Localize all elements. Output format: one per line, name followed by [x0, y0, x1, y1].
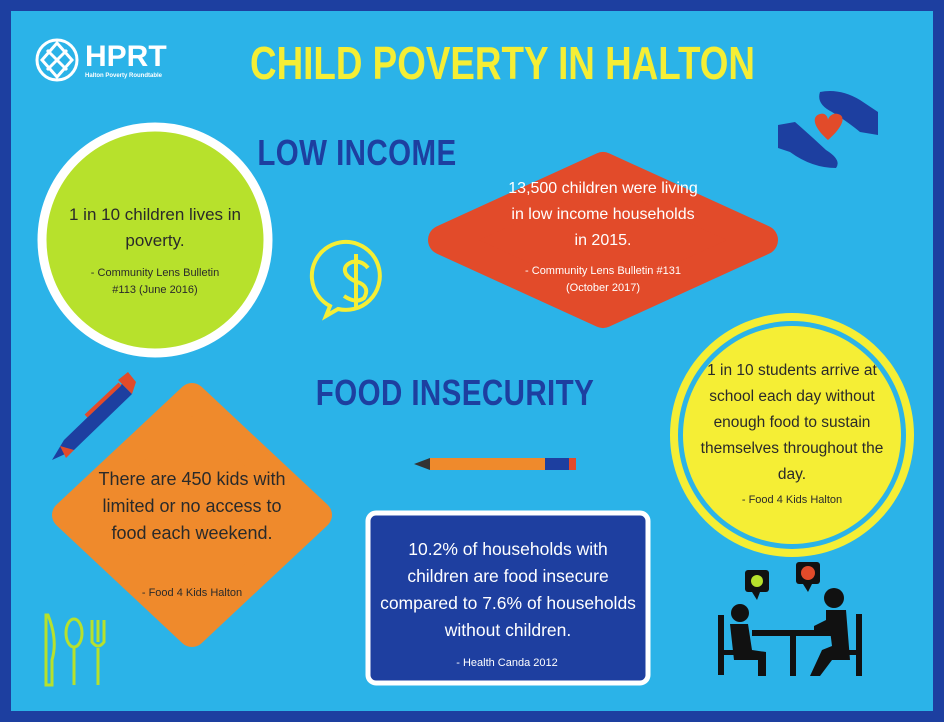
card-source: - Food 4 Kids Halton — [741, 494, 843, 506]
card-source: - Community Lens Bulletin #131 (October … — [525, 265, 681, 294]
card-diamond — [52, 383, 332, 647]
card-text: 10.2% of households with children are fo… — [380, 539, 636, 640]
hands-heart-icon — [778, 91, 878, 168]
card-source: - Food 4 Kids Halton — [141, 587, 243, 599]
cutlery-icon — [44, 613, 106, 687]
logo-icon — [35, 38, 79, 82]
card-source: - Health Canda 2012 — [456, 657, 558, 669]
pencil-icon — [414, 458, 576, 470]
logo-name: HPRT — [85, 40, 167, 73]
pen-icon — [52, 372, 136, 460]
card-text: 1 in 10 students arrive at school each d… — [700, 362, 884, 483]
card-source: - Community Lens Bulletin #113 (June 201… — [90, 267, 220, 296]
title: CHILD POVERTY IN HALTON — [250, 37, 756, 89]
section-heading: LOW INCOME — [257, 132, 457, 173]
logo-subtitle: Halton Poverty Roundtable — [85, 73, 163, 79]
dollar-icon — [309, 239, 382, 321]
card-diamond — [428, 152, 778, 328]
section-heading: FOOD INSECURITY — [315, 372, 595, 413]
card-box — [365, 510, 651, 686]
card-text: There are 450 kids with limited or no ac… — [98, 469, 286, 543]
card-circle — [683, 326, 901, 544]
card-circle — [37, 122, 273, 358]
card-text: 13,500 children were living in low incom… — [508, 180, 698, 249]
card-text: 1 in 10 children lives in poverty. — [69, 205, 241, 250]
people-table-icon — [718, 562, 862, 676]
